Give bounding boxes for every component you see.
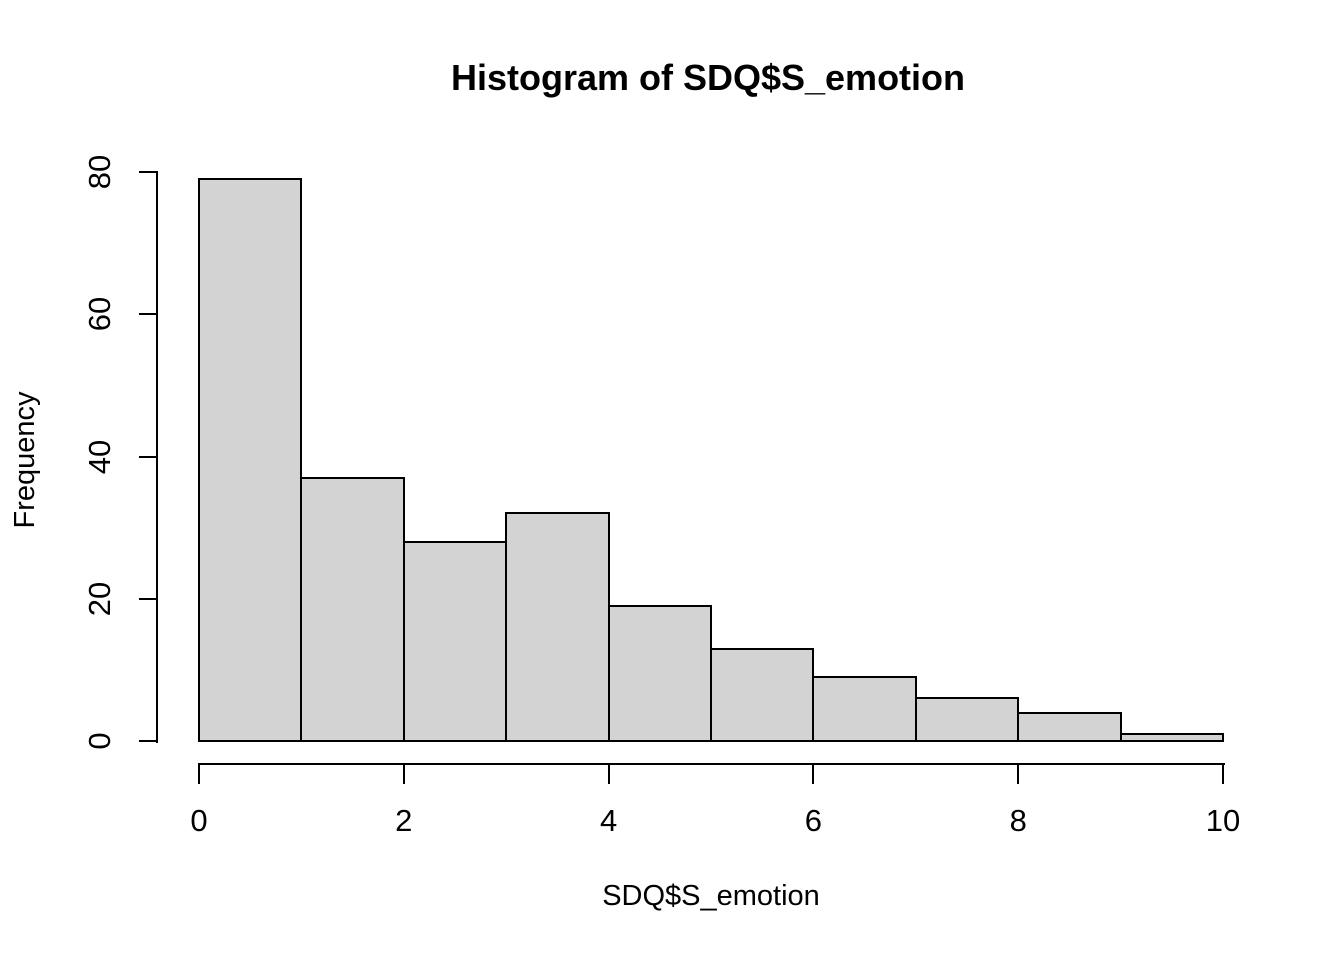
y-tick-label: 40 [82,439,117,474]
histogram-bar [607,604,712,742]
histogram-bar [812,675,917,742]
x-axis-label: SDQ$S_emotion [602,880,820,912]
x-tick-label: 6 [804,803,823,838]
y-axis-tick [139,740,157,742]
y-axis-tick [139,455,157,458]
y-axis-label: Frequency [9,391,41,529]
y-axis-tick [139,597,157,600]
x-axis-tick [198,765,200,784]
histogram-bar [198,178,303,742]
histogram-bar [300,476,405,742]
x-axis-tick [402,765,405,784]
y-tick-label: 80 [82,154,117,190]
y-tick-label: 0 [82,732,117,750]
y-tick-label: 20 [82,581,117,616]
y-tick-label: 60 [82,297,117,332]
x-axis-tick [607,765,610,784]
x-axis-tick [1222,765,1224,784]
histogram-bar [505,512,610,742]
y-axis-tick [139,313,157,316]
x-tick-label: 8 [1009,803,1027,838]
x-tick-label: 10 [1205,803,1241,838]
y-axis-tick [139,171,157,173]
histogram-bar [914,697,1020,742]
x-tick-label: 2 [395,803,413,838]
x-tick-label: 0 [190,803,208,838]
x-axis-tick [1017,765,1020,784]
x-tick-label: 4 [599,803,618,838]
y-axis-line [156,171,158,743]
histogram-bar [710,647,815,742]
x-axis-tick [812,765,815,784]
histogram-bar [1017,711,1122,742]
chart-title: Histogram of SDQ$S_emotion [450,57,966,98]
histogram-bar [1119,732,1224,742]
x-axis-line [198,763,1225,765]
histogram-bar [402,540,508,742]
